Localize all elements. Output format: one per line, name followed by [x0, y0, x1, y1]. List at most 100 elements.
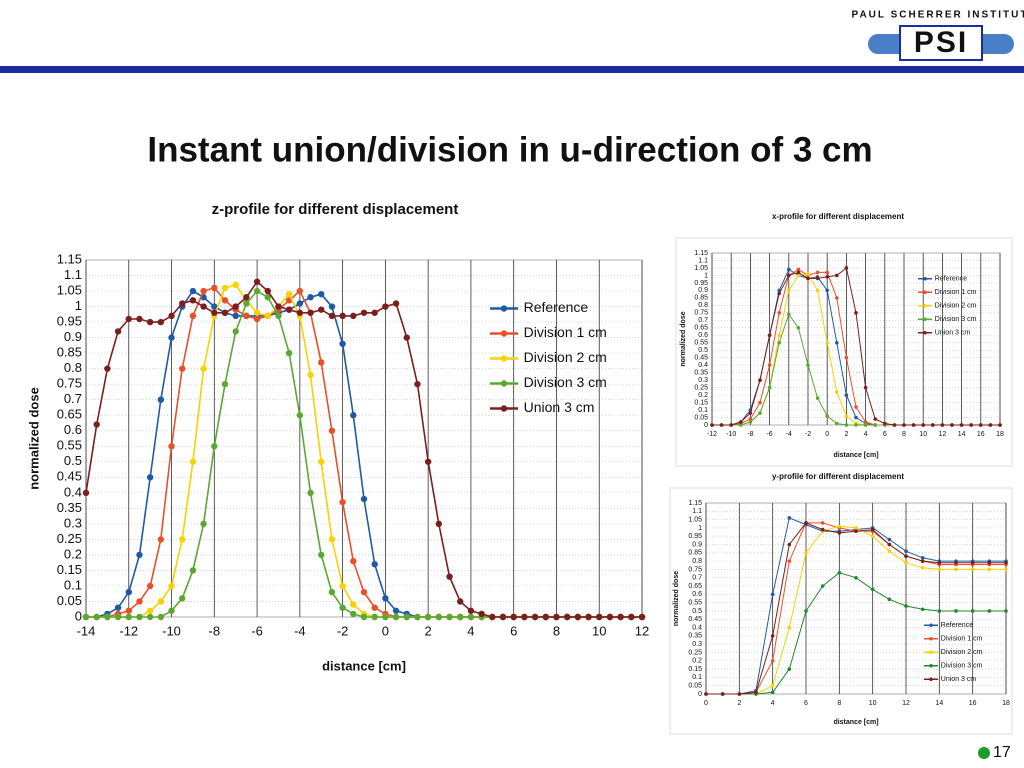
y-tick-label: 1.1 — [64, 267, 82, 282]
data-point — [414, 613, 421, 621]
x-tick-label: 2 — [844, 431, 848, 438]
data-point — [318, 306, 325, 313]
data-point — [221, 297, 229, 304]
data-point — [371, 604, 378, 611]
y-tick-label: 0.75 — [694, 310, 708, 317]
data-point — [796, 267, 801, 272]
legend-label: Reference — [935, 276, 967, 283]
data-point — [157, 396, 165, 403]
x-tick-label: -4 — [786, 431, 792, 438]
data-point — [243, 294, 250, 301]
legend-label: Reference — [524, 299, 589, 315]
data-point — [787, 667, 792, 671]
data-point — [825, 275, 829, 279]
y-tick-label: 0.7 — [64, 391, 82, 406]
data-point — [825, 288, 829, 293]
data-point — [970, 560, 975, 565]
x-tick-label: -8 — [747, 431, 753, 438]
legend-label: Division 2 cm — [935, 303, 977, 310]
data-point — [307, 489, 314, 497]
data-point — [902, 423, 906, 427]
page-bullet — [978, 747, 990, 759]
data-point — [553, 613, 560, 621]
data-point — [125, 607, 132, 614]
data-point — [296, 412, 304, 419]
y-tick-label: 1.15 — [688, 500, 702, 507]
data-point — [200, 287, 207, 295]
data-point — [887, 537, 892, 542]
data-point — [998, 423, 1002, 427]
data-point — [296, 300, 304, 307]
y-tick-label: 0.7 — [698, 317, 708, 324]
data-point — [954, 567, 958, 572]
x-tick-label: -6 — [251, 623, 263, 638]
legend-marker — [929, 636, 933, 641]
data-point — [767, 333, 772, 338]
y-tick-label: 0.05 — [694, 414, 708, 421]
data-point — [318, 290, 325, 298]
y-tick-label: 0.15 — [694, 399, 708, 406]
y-tick-label: 1.1 — [692, 508, 702, 515]
data-point — [179, 536, 186, 543]
data-point — [854, 415, 858, 420]
legend-label: Reference — [941, 622, 973, 629]
y-tick-label: 0.15 — [57, 562, 82, 577]
data-point — [318, 458, 325, 465]
data-point — [873, 423, 877, 427]
data-point — [796, 270, 801, 275]
data-point — [987, 609, 992, 613]
data-point — [136, 613, 143, 621]
data-point — [93, 421, 100, 428]
x-tick-label: 12 — [902, 700, 910, 707]
data-point — [638, 613, 646, 621]
data-point — [179, 595, 186, 602]
y-tick-label: 0.7 — [692, 575, 702, 582]
data-point — [987, 560, 992, 565]
data-point — [920, 559, 925, 563]
data-point — [499, 613, 507, 621]
x-tick-label: -4 — [294, 623, 306, 638]
data-point — [1004, 567, 1008, 572]
data-point — [770, 634, 775, 638]
y-tick-label: 0.85 — [57, 345, 82, 360]
x-tick-label: -2 — [805, 431, 811, 438]
y-tick-label: 1.1 — [698, 257, 708, 264]
data-point — [737, 692, 742, 696]
x-tick-label: 8 — [902, 431, 906, 438]
data-point — [770, 683, 775, 688]
data-point — [739, 420, 743, 424]
data-point — [211, 303, 218, 310]
data-point — [804, 609, 808, 613]
data-point — [489, 613, 496, 621]
y-tick-label: 0.1 — [692, 674, 702, 681]
data-point — [168, 334, 175, 341]
data-point — [200, 365, 207, 372]
data-point — [777, 333, 781, 338]
y-tick-label: 0.45 — [57, 469, 82, 484]
x-tick-label: 0 — [704, 700, 708, 707]
data-point — [264, 312, 271, 320]
y-tick-label: 0.35 — [688, 633, 702, 640]
data-point — [189, 458, 197, 465]
x-tick-label: 10 — [869, 700, 877, 707]
data-point — [435, 613, 443, 621]
data-point — [959, 423, 964, 427]
header-bar — [0, 66, 1024, 73]
data-point — [285, 306, 293, 313]
y-tick-label: 1 — [698, 525, 702, 532]
data-point — [710, 423, 714, 427]
data-point — [787, 267, 791, 272]
data-point — [136, 598, 143, 605]
data-point — [350, 557, 357, 565]
data-point — [863, 420, 868, 424]
x-tick-label: 6 — [883, 431, 887, 438]
data-point — [606, 613, 614, 621]
y-tick-label: 0 — [75, 608, 82, 623]
data-point — [820, 527, 825, 532]
data-point — [883, 421, 887, 426]
data-point — [837, 524, 842, 529]
y-tick-label: 0.75 — [57, 376, 82, 391]
data-point — [844, 266, 849, 270]
legend-label: Division 3 cm — [524, 374, 607, 390]
y-tick-label: 0.95 — [694, 280, 708, 287]
